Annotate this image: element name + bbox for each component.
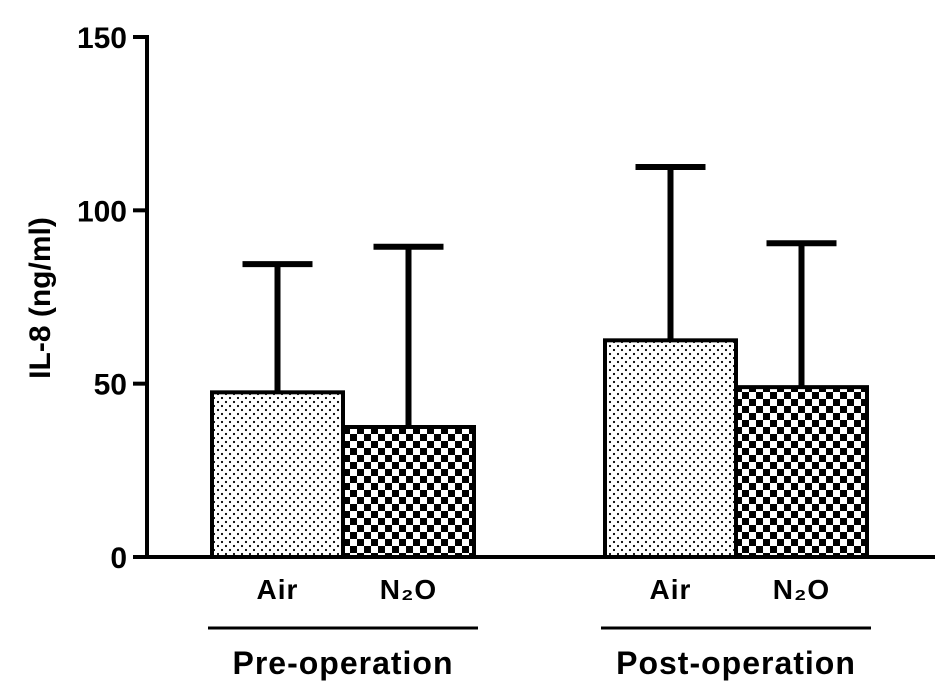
category-label: Air	[650, 574, 692, 605]
bar	[603, 338, 738, 560]
category-label: N₂O	[380, 574, 437, 605]
y-axis-ticks: 0 50 100 150	[77, 22, 147, 575]
y-tick-label: 0	[110, 542, 127, 575]
bar	[341, 425, 476, 559]
y-tick-label: 50	[94, 369, 127, 402]
bar	[210, 390, 345, 560]
bar	[734, 385, 869, 559]
category-labels: Air N₂O Air N₂O	[257, 574, 830, 605]
group-label: Pre-operation	[232, 645, 453, 681]
category-label: Air	[257, 574, 299, 605]
y-axis-title: IL-8 (ng/ml)	[24, 217, 57, 379]
group-label: Post-operation	[616, 645, 856, 681]
category-label: N₂O	[773, 574, 830, 605]
y-tick-label: 150	[77, 22, 127, 55]
error-bars-layer	[242, 164, 837, 427]
group-labels: Pre-operation Post-operation	[208, 626, 871, 681]
bars-layer	[210, 338, 869, 560]
y-tick-label: 100	[77, 195, 127, 228]
